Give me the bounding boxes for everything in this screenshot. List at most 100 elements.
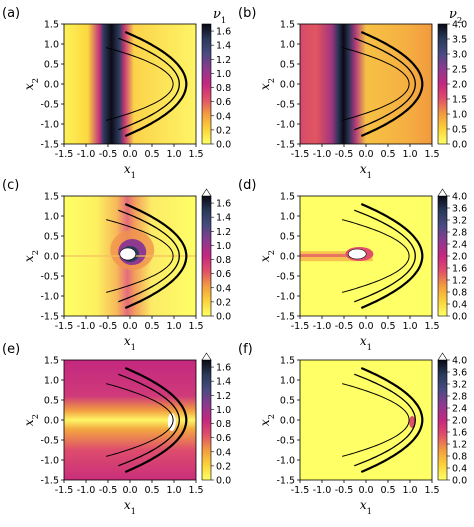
colorbar-tick-label: 0.8 (216, 83, 231, 94)
y-axis-label-sub: 2 (267, 250, 277, 255)
heatmap-field (300, 360, 432, 480)
y-tick-label: 0.5 (44, 232, 59, 243)
y-tick-label: 0.0 (280, 416, 295, 427)
y-axis-label: x2 (22, 250, 41, 262)
y-axis-label: x2 (258, 250, 277, 262)
y-tick-label: -0.5 (40, 100, 59, 111)
x-axis-label-text: x (360, 334, 367, 348)
y-tick-label: 0.5 (44, 60, 59, 71)
y-axis-label-sub: 2 (31, 414, 41, 419)
x-tick-label: -1.5 (291, 321, 310, 332)
attractor-middle-branch (354, 37, 416, 131)
x-tick-label: -0.5 (99, 485, 118, 496)
x-tick-label: 1.5 (188, 485, 203, 496)
colorbar-title: ν1 (213, 7, 226, 26)
y-tick-label: 1.0 (44, 212, 59, 223)
x-axis-label: x1 (124, 498, 136, 517)
x-tick-label: -1.0 (77, 485, 96, 496)
colorbar-tick-label: 3.6 (452, 204, 467, 215)
colorbar (437, 23, 448, 145)
y-tick-label: -0.5 (276, 272, 295, 283)
attractor-outer-branch (124, 30, 188, 138)
x-tick-label: -1.0 (313, 321, 332, 332)
x-tick-label: 0.0 (358, 149, 373, 160)
y-tick-label: 1.5 (280, 20, 295, 31)
y-tick-label: 0.0 (44, 252, 59, 263)
y-axis-label: x2 (258, 78, 277, 90)
x-tick-label: 0.5 (380, 485, 395, 496)
attractor (342, 202, 424, 310)
y-axis-label-text: x (22, 419, 36, 426)
y-tick-label: 1.5 (44, 20, 59, 31)
attractor-outer-branch (360, 202, 424, 310)
heatmap-background (64, 360, 196, 480)
colorbar-tick-label: 0.4 (216, 111, 231, 122)
attractor (106, 366, 188, 474)
x-axis-label-sub: 1 (131, 343, 136, 353)
colorbar-tick-label: 0.8 (216, 419, 231, 430)
y-axis-label: x2 (258, 414, 277, 426)
attractor-outer-branch (124, 366, 188, 474)
x-tick-label: -1.0 (77, 149, 96, 160)
x-tick-label: 0.5 (380, 321, 395, 332)
attractor-inner-branch (106, 219, 174, 293)
y-axis-label: x2 (22, 78, 41, 90)
attractor-middle-branch (354, 373, 416, 467)
x-axis-label-text: x (360, 498, 367, 512)
colorbar-tick-label: 1.4 (216, 377, 231, 388)
x-tick-label: -0.5 (335, 149, 354, 160)
y-tick-label: -1.0 (276, 456, 295, 467)
y-tick-label: -1.0 (276, 292, 295, 303)
attractor-inner-branch (106, 383, 174, 457)
y-tick-label: -0.5 (40, 436, 59, 447)
colorbar-tick-label: 2.8 (452, 392, 467, 403)
colorbar-tick-label: 1.2 (452, 440, 467, 451)
x-axis-label-text: x (360, 162, 367, 176)
colorbar-tick-label: 0.4 (452, 464, 467, 475)
colorbar-tick-label: 4.0 (452, 356, 467, 367)
x-tick-label: 1.0 (166, 321, 181, 332)
attractor-middle-branch (354, 209, 416, 303)
y-tick-label: -1.0 (276, 120, 295, 131)
panel-label: (d) (238, 178, 256, 193)
x-tick-label: -1.5 (291, 485, 310, 496)
x-tick-label: 0.5 (144, 485, 159, 496)
x-tick-label: -0.5 (335, 321, 354, 332)
y-axis-label: x2 (22, 414, 41, 426)
y-tick-label: -1.5 (40, 140, 59, 151)
colorbar-tick-label: 2.0 (452, 252, 467, 263)
colorbar-tick-label: 1.6 (452, 428, 467, 439)
x-tick-label: 1.0 (402, 149, 417, 160)
colorbar-tick-label: 0.0 (216, 476, 231, 487)
x-tick-label: -1.0 (313, 485, 332, 496)
colorbar-tick-label: 0.8 (452, 288, 467, 299)
heatmap-field (64, 360, 196, 480)
y-axis-label-text: x (258, 419, 272, 426)
colorbar-extend-arrow (437, 188, 448, 197)
colorbar-tick-label: 2.4 (452, 404, 467, 415)
colorbar-title-text: ν (213, 7, 221, 22)
y-tick-label: 1.0 (280, 212, 295, 223)
y-axis-label-sub: 2 (267, 78, 277, 83)
heatmap-field (300, 196, 432, 316)
x-tick-label: 0.5 (144, 321, 159, 332)
x-tick-label: 0.0 (358, 321, 373, 332)
x-tick-label: 1.0 (166, 149, 181, 160)
colorbar-tick-label: 1.2 (216, 227, 231, 238)
colorbar-title-sub: 2 (457, 16, 462, 26)
colorbar-tick-label: 2.5 (452, 65, 467, 76)
colorbar-tick-label: 0.6 (216, 433, 231, 444)
colorbar-title-sub: 1 (221, 16, 226, 26)
colorbar-extend-arrow (201, 352, 212, 361)
x-axis-label: x1 (360, 498, 372, 517)
heatmap-field (64, 24, 196, 144)
colorbar-tick-label: 2.0 (452, 80, 467, 91)
colorbar-extend-arrow (201, 188, 212, 197)
y-tick-label: 0.5 (280, 396, 295, 407)
colorbar-tick-label: 3.0 (452, 50, 467, 61)
colorbar (201, 195, 212, 317)
x-axis-label: x1 (360, 162, 372, 181)
colorbar-tick-label: 1.0 (452, 110, 467, 121)
x-tick-label: -1.5 (55, 485, 74, 496)
colorbar-tick-label: 3.2 (452, 216, 467, 227)
